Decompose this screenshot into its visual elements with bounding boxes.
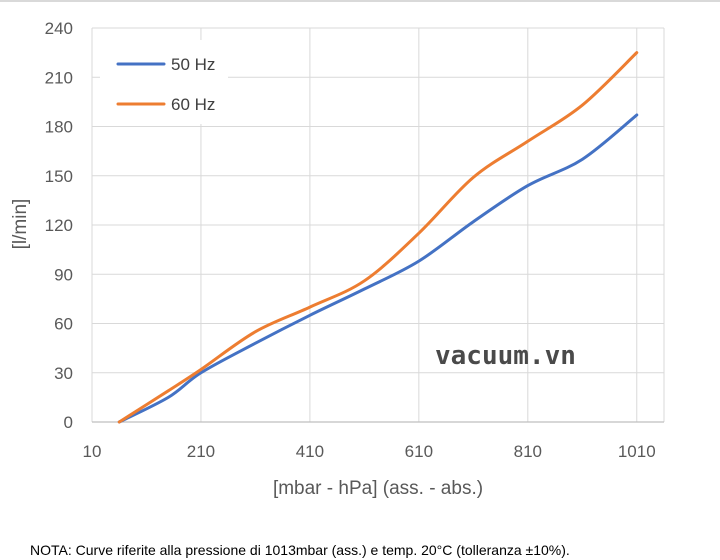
pump-curve-chart: 0 30 60 90 120 150 180 210 240 10 210 410 610 810 101…: [10, 19, 665, 499]
x-tick-label: 410: [296, 442, 324, 461]
footnote: NOTA: Curve riferite alla pressione di 1…: [30, 542, 570, 558]
grid-lines: [91, 27, 665, 422]
series-lines: [117, 51, 639, 424]
x-tick-label: 610: [405, 442, 433, 461]
y-tick-label: 90: [54, 265, 73, 284]
legend-label-1: 50 Hz: [171, 55, 215, 74]
y-tick-label: 150: [45, 167, 73, 186]
x-tick-label: 10: [83, 442, 102, 461]
x-axis-ticks: 10 210 410 610 810 1010: [83, 442, 656, 461]
x-axis-title: [mbar - hPa] (ass. - abs.): [273, 478, 483, 499]
watermark-text: vacuum.vn: [435, 341, 576, 371]
y-tick-label: 30: [54, 364, 73, 383]
y-tick-label: 0: [64, 413, 73, 432]
y-axis-title: [l/min]: [10, 199, 31, 250]
y-axis-ticks: 0 30 60 90 120 150 180 210 240: [45, 19, 73, 432]
legend-label-2: 60 Hz: [171, 95, 215, 114]
x-tick-label: 810: [514, 442, 542, 461]
x-tick-label: 210: [187, 442, 215, 461]
legend: 50 Hz 60 Hz: [100, 40, 228, 124]
x-tick-label: 1010: [618, 442, 656, 461]
y-tick-label: 120: [45, 216, 73, 235]
series-line-1: [117, 113, 639, 424]
top-border-line: [0, 0, 720, 2]
y-tick-label: 180: [45, 118, 73, 137]
y-tick-label: 210: [45, 68, 73, 87]
y-tick-label: 240: [45, 19, 73, 38]
legend-background: [100, 40, 228, 124]
series-line-2: [117, 51, 639, 424]
y-tick-label: 60: [54, 315, 73, 334]
